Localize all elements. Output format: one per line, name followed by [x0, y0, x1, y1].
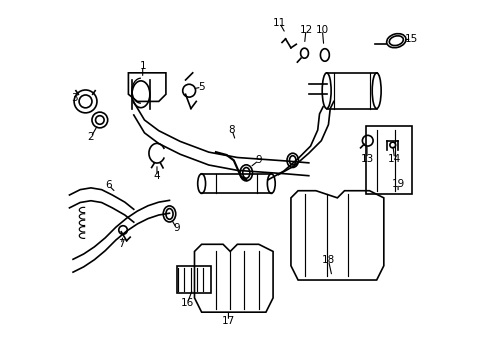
Text: 7: 7: [118, 239, 124, 249]
Text: 9: 9: [255, 156, 262, 165]
Text: 13: 13: [360, 154, 373, 163]
Text: 12: 12: [299, 25, 312, 35]
Text: 1: 1: [139, 61, 146, 71]
Text: 19: 19: [391, 179, 404, 189]
Text: 16: 16: [181, 298, 194, 308]
Text: 14: 14: [387, 154, 400, 163]
Text: 5: 5: [198, 82, 204, 92]
Text: 8: 8: [228, 125, 235, 135]
Text: 11: 11: [272, 18, 285, 28]
Text: 4: 4: [153, 171, 160, 181]
Text: 3: 3: [71, 93, 78, 103]
Text: 15: 15: [404, 34, 417, 44]
Text: 2: 2: [87, 132, 94, 142]
Text: 9: 9: [173, 223, 180, 233]
Text: 10: 10: [315, 25, 328, 35]
Text: 17: 17: [222, 316, 235, 326]
Text: 6: 6: [105, 180, 112, 190]
Text: 18: 18: [321, 255, 334, 265]
